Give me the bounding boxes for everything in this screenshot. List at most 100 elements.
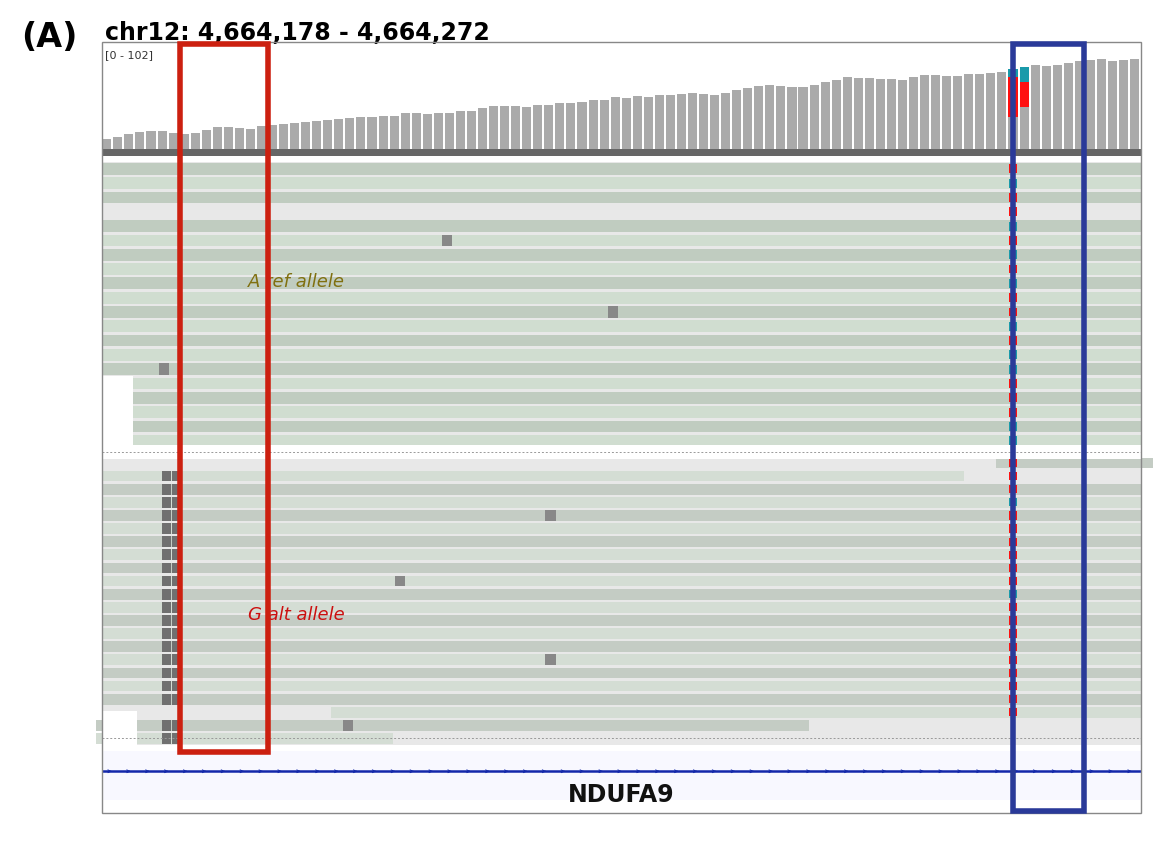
Bar xyxy=(842,77,852,156)
Bar xyxy=(102,264,1141,274)
Bar xyxy=(162,668,171,679)
Bar xyxy=(335,119,344,156)
Bar xyxy=(722,93,730,156)
Bar xyxy=(931,76,940,156)
Bar xyxy=(102,42,1141,813)
Bar xyxy=(162,654,171,665)
Bar xyxy=(172,628,181,639)
Bar xyxy=(865,77,874,156)
Bar xyxy=(810,85,818,156)
Bar xyxy=(202,130,210,156)
Bar xyxy=(213,127,222,156)
Bar xyxy=(172,523,181,534)
Bar xyxy=(1010,365,1018,374)
Bar xyxy=(159,364,170,375)
Bar xyxy=(456,111,465,156)
Bar xyxy=(257,126,266,156)
Bar xyxy=(301,122,310,156)
Bar xyxy=(920,75,930,156)
Bar xyxy=(172,510,181,521)
Bar xyxy=(1010,250,1018,259)
Bar xyxy=(1010,336,1018,345)
Bar xyxy=(1010,525,1018,533)
Bar xyxy=(102,392,1141,403)
Bar xyxy=(102,471,964,482)
Bar xyxy=(102,602,1141,613)
Bar xyxy=(102,576,1141,587)
Bar xyxy=(997,72,1006,156)
Bar xyxy=(172,576,181,587)
Bar xyxy=(511,106,521,156)
Bar xyxy=(395,576,406,587)
Bar xyxy=(134,435,1141,446)
Bar xyxy=(1010,164,1018,173)
Bar xyxy=(1010,603,1018,611)
Bar xyxy=(644,97,653,156)
Bar xyxy=(1010,590,1018,599)
Bar xyxy=(172,562,181,573)
Bar xyxy=(633,96,641,156)
Bar xyxy=(1010,708,1018,717)
Bar xyxy=(102,550,1141,560)
Bar xyxy=(732,90,741,156)
Bar xyxy=(124,134,134,156)
Bar xyxy=(102,628,1141,639)
Bar xyxy=(766,84,774,156)
Bar xyxy=(953,76,962,156)
Bar xyxy=(500,106,509,156)
Bar xyxy=(1009,116,1018,156)
Bar xyxy=(172,602,181,613)
Bar xyxy=(102,139,112,156)
Bar xyxy=(1010,193,1018,202)
Bar xyxy=(224,126,232,156)
Bar xyxy=(1085,61,1095,156)
Bar xyxy=(788,88,796,156)
Bar xyxy=(172,642,181,652)
Bar xyxy=(102,376,132,448)
Text: [0 - 102]: [0 - 102] xyxy=(105,50,152,60)
Text: G alt allele: G alt allele xyxy=(248,606,344,624)
Bar xyxy=(1019,107,1028,156)
Bar xyxy=(522,107,531,156)
Bar xyxy=(655,95,664,156)
Bar xyxy=(162,680,171,691)
Bar xyxy=(442,235,452,246)
Bar xyxy=(113,421,1141,432)
Bar xyxy=(102,680,1141,691)
Bar xyxy=(942,76,952,156)
Bar xyxy=(102,335,1141,346)
Bar xyxy=(162,497,171,508)
Bar xyxy=(172,615,181,626)
Bar xyxy=(102,523,1141,534)
Bar xyxy=(832,80,841,156)
Bar xyxy=(162,536,171,547)
Bar xyxy=(102,163,1141,174)
Bar xyxy=(1010,279,1018,288)
Bar xyxy=(411,113,421,156)
Bar xyxy=(622,99,631,156)
Bar xyxy=(1010,511,1018,520)
Text: (A): (A) xyxy=(21,21,78,54)
Bar xyxy=(544,105,553,156)
Bar xyxy=(102,456,1141,745)
Bar xyxy=(600,99,609,156)
Bar xyxy=(172,471,181,482)
Bar xyxy=(1097,60,1106,156)
Bar xyxy=(136,132,144,156)
Bar xyxy=(1010,236,1018,245)
Bar xyxy=(313,121,322,156)
Bar xyxy=(102,149,1141,156)
Bar xyxy=(1010,669,1018,677)
Bar xyxy=(102,364,1141,375)
Bar xyxy=(102,536,1141,547)
Bar xyxy=(1010,485,1018,493)
Bar xyxy=(191,133,200,156)
Text: NDUFA9: NDUFA9 xyxy=(568,782,675,807)
Bar xyxy=(102,221,1141,232)
Bar xyxy=(96,720,809,731)
Bar xyxy=(102,562,1141,573)
Bar xyxy=(162,628,171,639)
Bar xyxy=(545,654,555,665)
Bar xyxy=(102,668,1141,679)
Bar xyxy=(1010,322,1018,331)
